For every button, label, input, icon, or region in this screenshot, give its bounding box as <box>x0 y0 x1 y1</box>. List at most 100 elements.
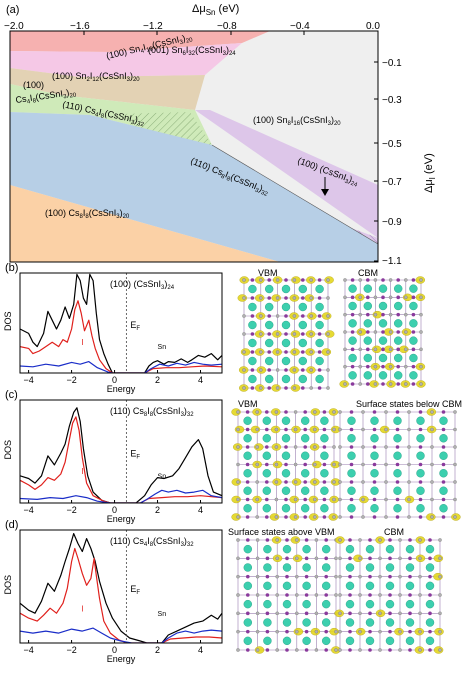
cs-atom <box>281 302 291 312</box>
cs-atom <box>281 469 291 478</box>
cs-atom <box>439 434 448 443</box>
cs-atom <box>409 371 418 380</box>
charge-density-blob <box>231 513 241 521</box>
dos-panel: (c) −4 −2 0 2 4 Energy DOS (110) Cs8I8(CsSnI3)32… <box>3 389 223 524</box>
sn-atom <box>275 350 280 354</box>
i-atom <box>348 648 352 652</box>
sn-atom <box>292 350 297 354</box>
i-atom <box>303 410 308 414</box>
sn-atom <box>309 368 313 372</box>
i-atom <box>408 629 412 634</box>
sn-atom <box>404 364 408 369</box>
total-dos-curve <box>20 407 222 503</box>
cs-atom <box>348 301 357 311</box>
cs-atom <box>262 469 271 478</box>
i-atom <box>317 296 322 300</box>
sn-atom <box>309 350 313 354</box>
sn-atom <box>309 278 313 282</box>
sn-atom <box>255 611 260 616</box>
cs-atom <box>315 338 324 348</box>
i-atom <box>418 480 423 484</box>
sn-atom <box>404 382 408 386</box>
cs-atom <box>243 599 253 609</box>
tin-dos-curve <box>20 361 222 373</box>
sn-atom <box>373 312 378 317</box>
i-atom <box>368 556 372 561</box>
cs-atom <box>282 599 292 609</box>
sn-atom <box>274 427 279 432</box>
i-atom <box>388 574 392 579</box>
sn-atom <box>242 350 246 354</box>
charge-density-blob <box>353 554 363 563</box>
region-cs8i8-110 <box>10 112 378 262</box>
sn-atom <box>338 515 342 519</box>
sn-atom <box>453 445 457 449</box>
sn-atom <box>338 556 342 561</box>
sn-atom <box>398 574 402 579</box>
sn-atom <box>453 427 457 432</box>
sn-atom <box>358 538 362 542</box>
i-atom <box>246 574 250 579</box>
sn-atom <box>334 593 338 597</box>
sn-atom <box>453 480 457 484</box>
cs-atom <box>385 618 395 627</box>
sn-atom <box>407 480 411 484</box>
sn-atom <box>407 497 411 502</box>
dos-title: (110) Cs8I8(CsSnI3)32 <box>110 406 194 418</box>
sn-atom <box>407 445 411 449</box>
cs-atom <box>281 504 291 513</box>
sn-atom <box>388 364 393 369</box>
cs-atom <box>405 563 415 572</box>
sn-atom <box>378 556 382 561</box>
x-tick-label: −2 <box>66 375 76 385</box>
sn-atom <box>343 295 347 300</box>
cs-atom <box>348 284 357 293</box>
i-atom <box>428 593 432 597</box>
energy-axis-label: Energy <box>107 654 136 664</box>
charge-density-blob <box>254 646 265 654</box>
cs-atom <box>265 374 274 384</box>
i-atom <box>284 445 288 449</box>
i-atom <box>267 386 272 390</box>
cs-atom <box>416 434 425 443</box>
sn-atom <box>259 278 263 282</box>
i-atom <box>349 445 354 449</box>
sn-atom <box>275 556 279 561</box>
sn-atom <box>332 410 336 414</box>
i-atom <box>265 593 270 597</box>
sn-atom <box>358 330 362 334</box>
i-atom <box>317 278 322 282</box>
sn-atom <box>338 497 342 502</box>
i-atom <box>303 497 308 502</box>
charge-density-blob <box>231 495 241 504</box>
sn-atom <box>358 611 362 616</box>
sn-atom <box>361 480 365 484</box>
sn-atom <box>326 368 330 372</box>
i-atom <box>317 332 322 336</box>
sn-atom <box>418 556 422 561</box>
i-atom <box>284 350 288 354</box>
i-atom <box>322 410 327 414</box>
region-label: Cs4I8(CsSnI3)20 <box>15 87 77 107</box>
cs-atom <box>243 581 253 591</box>
sn-atom <box>255 427 259 432</box>
cs-atom <box>365 544 375 554</box>
sn-atom <box>275 314 280 318</box>
sn-atom <box>430 445 434 449</box>
cs-atom <box>345 618 355 627</box>
sn-atom <box>378 648 382 652</box>
i-atom <box>324 629 329 634</box>
sn-atom <box>384 480 388 484</box>
sn-atom <box>373 295 378 300</box>
sn-atom <box>378 538 382 542</box>
tin-dos-curve <box>20 627 222 643</box>
cs-atom <box>405 599 415 609</box>
sn-atom <box>388 347 393 352</box>
y-tick: −1.1 <box>382 256 402 267</box>
cs-atom <box>385 581 395 591</box>
fermi-label: EF <box>130 320 140 332</box>
sn-atom <box>255 462 259 467</box>
i-atom <box>317 368 322 372</box>
i-atom <box>395 427 400 432</box>
i-atom <box>246 611 250 616</box>
